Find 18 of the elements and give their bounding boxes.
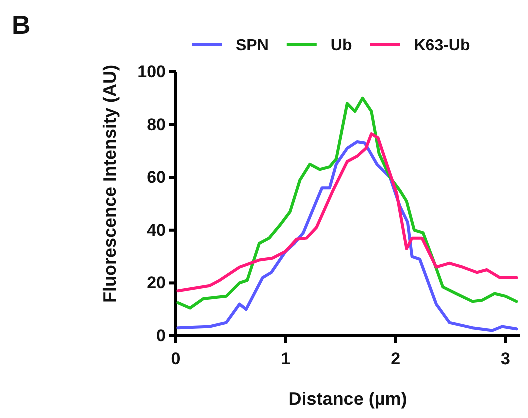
y-tick-label: 100 bbox=[138, 62, 166, 82]
x-tick-label: 0 bbox=[171, 350, 181, 369]
line-series bbox=[176, 96, 518, 310]
y-tick-label: 40 bbox=[147, 220, 166, 240]
x-tick-label: 1 bbox=[281, 350, 291, 369]
legend-label: K63-Ub bbox=[414, 38, 470, 55]
y-tick-label: 80 bbox=[147, 115, 166, 134]
line-series bbox=[176, 132, 518, 293]
x-tick-label: 3 bbox=[500, 350, 510, 369]
y-axis-title: Fluorescence Intensity (AU) bbox=[100, 64, 120, 304]
y-tick-label: 0 bbox=[156, 326, 166, 346]
x-tick-label: 2 bbox=[391, 350, 401, 369]
legend-label: SPN bbox=[236, 38, 269, 55]
x-axis-title: Distance (µm) bbox=[288, 389, 408, 409]
chart-title: B bbox=[12, 10, 31, 40]
legend-label: Ub bbox=[330, 38, 352, 55]
y-tick-label: 20 bbox=[147, 274, 166, 293]
y-tick-label: 60 bbox=[147, 168, 166, 188]
